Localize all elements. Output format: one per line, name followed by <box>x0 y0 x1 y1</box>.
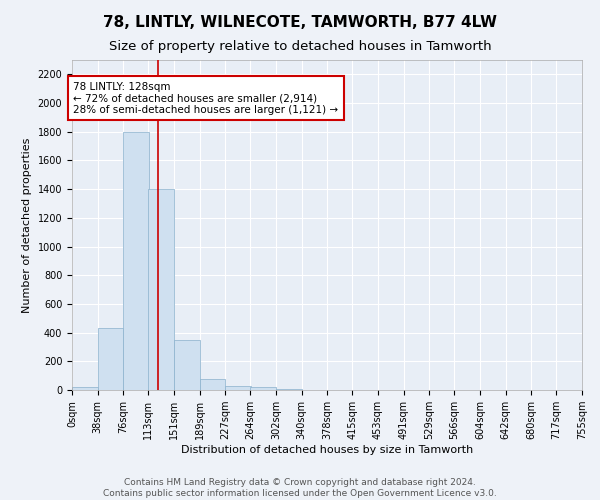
X-axis label: Distribution of detached houses by size in Tamworth: Distribution of detached houses by size … <box>181 445 473 455</box>
Text: Contains HM Land Registry data © Crown copyright and database right 2024.
Contai: Contains HM Land Registry data © Crown c… <box>103 478 497 498</box>
Bar <box>250 387 276 390</box>
Y-axis label: Number of detached properties: Number of detached properties <box>22 138 32 312</box>
Bar <box>98 328 124 390</box>
Bar <box>200 379 226 390</box>
Bar <box>124 132 149 390</box>
Bar <box>148 189 174 390</box>
Bar <box>72 387 98 390</box>
Text: Size of property relative to detached houses in Tamworth: Size of property relative to detached ho… <box>109 40 491 53</box>
Text: 78 LINTLY: 128sqm
← 72% of detached houses are smaller (2,914)
28% of semi-detac: 78 LINTLY: 128sqm ← 72% of detached hous… <box>73 82 338 114</box>
Bar <box>226 386 251 390</box>
Bar <box>174 340 200 390</box>
Text: 78, LINTLY, WILNECOTE, TAMWORTH, B77 4LW: 78, LINTLY, WILNECOTE, TAMWORTH, B77 4LW <box>103 15 497 30</box>
